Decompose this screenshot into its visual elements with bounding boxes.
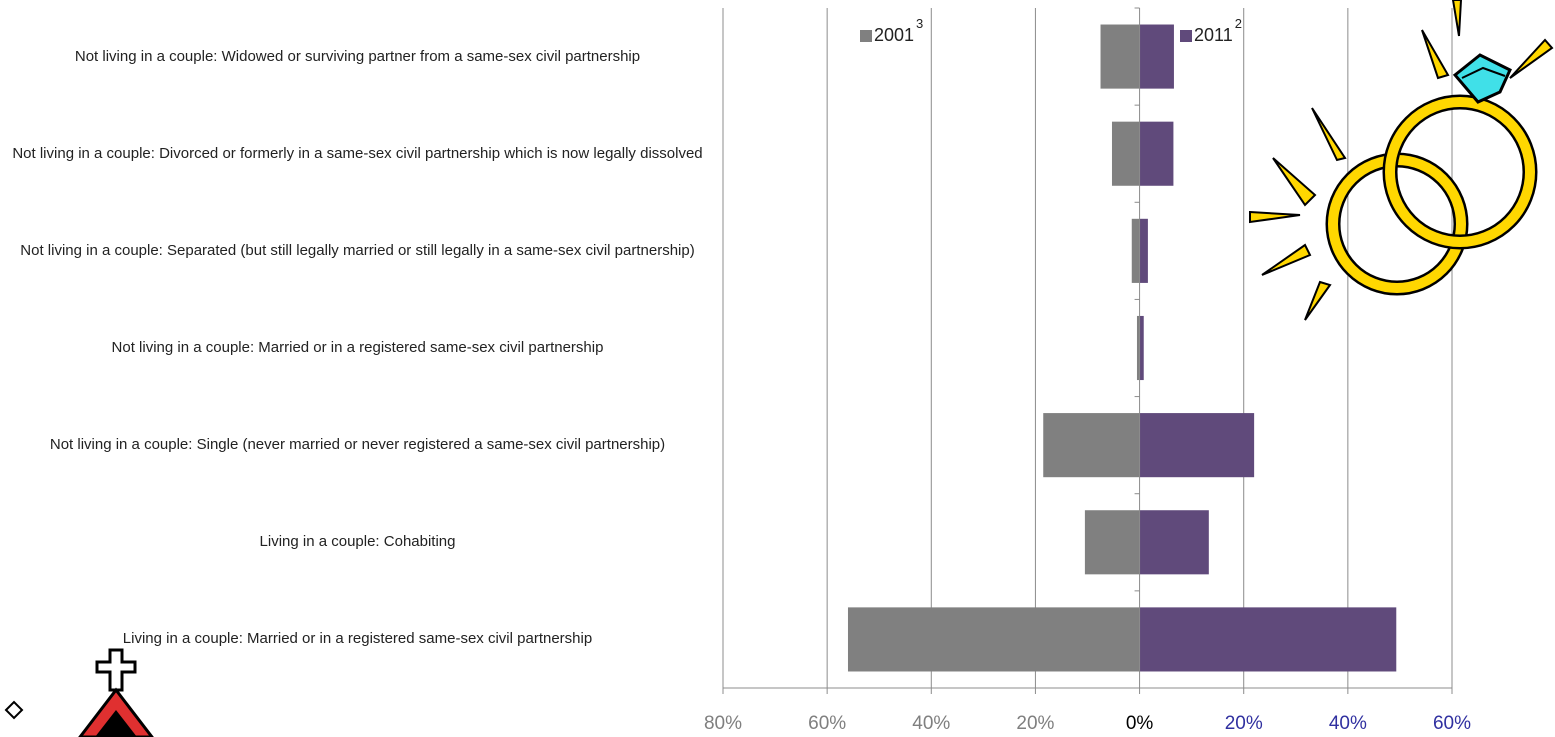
legend-2001: 20013 (860, 16, 923, 46)
x-tick-label: 80% (704, 713, 742, 734)
bar-2001-2 (1111, 121, 1140, 186)
bar-2011-5 (1139, 413, 1255, 478)
wedding-rings-icon (1249, 0, 1554, 321)
x-tick-label: 40% (1329, 713, 1367, 734)
bar-2001-1 (1100, 24, 1140, 89)
bar-2001-4 (1136, 315, 1140, 381)
category-label: Not living in a couple: Single (never ma… (49, 436, 666, 454)
bar-2001-3 (1131, 218, 1140, 283)
legend-footnote-2001: 3 (916, 16, 924, 31)
category-label: Not living in a couple: Separated (but s… (20, 241, 695, 259)
bars (847, 24, 1397, 672)
legend-2011: 20112 (1180, 16, 1242, 46)
gridlines (722, 8, 1453, 688)
category-label: Living in a couple: Cohabiting (259, 533, 456, 551)
category-label: Not living in a couple: Divorced or form… (12, 144, 703, 162)
x-tick-label: 40% (912, 713, 950, 734)
axes (722, 7, 1453, 694)
tick-labels: 80% 60% 40% 20% 0% 20% 40% 60% (704, 713, 1471, 734)
bar-2001-5 (1043, 413, 1140, 478)
church-icon (78, 648, 154, 737)
diamond-outline-icon (4, 700, 24, 720)
x-tick-label: 60% (1433, 713, 1471, 734)
x-tick-label: 0% (1126, 713, 1154, 734)
legend-label-2001: 2001 (874, 25, 915, 45)
bar-2011-7 (1139, 607, 1397, 672)
x-tick-label: 20% (1016, 713, 1054, 734)
legend-label-2011: 2011 (1194, 25, 1233, 45)
bar-2011-2 (1139, 121, 1174, 186)
category-label: Not living in a couple: Widowed or survi… (74, 47, 641, 65)
bar-2011-3 (1139, 218, 1148, 283)
bar-2001-6 (1084, 510, 1140, 575)
bar-2011-1 (1139, 24, 1174, 89)
x-tick-label: 20% (1225, 713, 1263, 734)
category-label: Not living in a couple: Married or in a … (111, 339, 604, 356)
bar-2001-7 (847, 607, 1140, 672)
category-label: Living in a couple: Married or in a regi… (122, 630, 593, 648)
x-tick-label: 60% (808, 713, 846, 734)
legend-footnote-2011: 2 (1234, 16, 1242, 31)
legend-swatch-2001 (860, 30, 872, 42)
bar-2011-6 (1139, 510, 1209, 575)
bar-2011-4 (1139, 315, 1144, 381)
legend-swatch-2011 (1180, 30, 1192, 42)
